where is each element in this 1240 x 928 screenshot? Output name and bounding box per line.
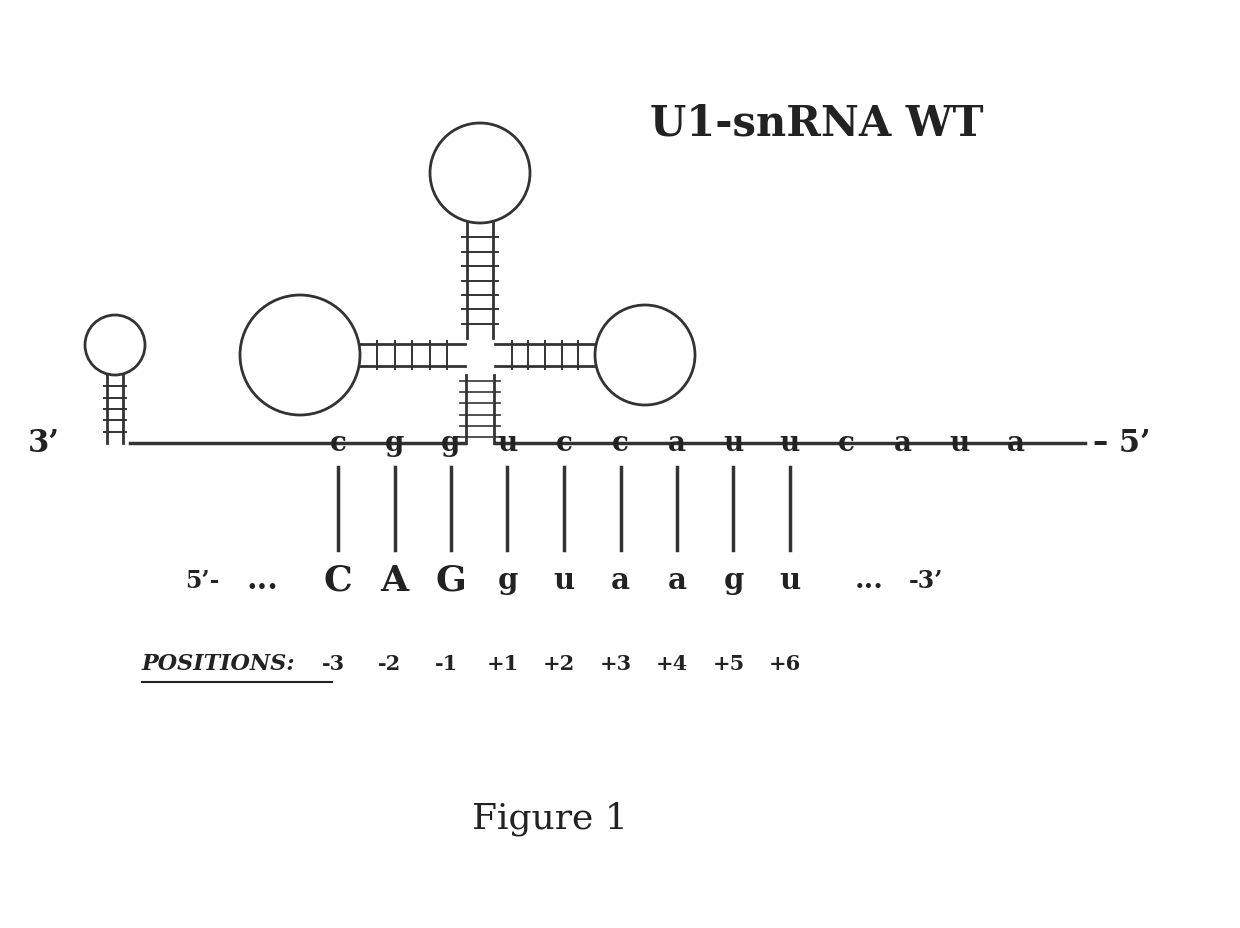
Text: POSITIONS:: POSITIONS: — [143, 652, 295, 675]
Text: C: C — [324, 563, 352, 598]
Text: -3’: -3’ — [909, 568, 942, 592]
Text: +4: +4 — [656, 653, 688, 674]
Text: a: a — [668, 430, 686, 457]
Text: g: g — [723, 566, 744, 595]
Text: G: G — [435, 563, 466, 598]
Text: Figure 1: Figure 1 — [472, 801, 627, 835]
Text: A: A — [381, 563, 408, 598]
Text: +3: +3 — [599, 653, 631, 674]
Text: -2: -2 — [378, 653, 401, 674]
Text: g: g — [441, 430, 461, 457]
Text: U1-snRNA WT: U1-snRNA WT — [650, 103, 983, 145]
Text: u: u — [780, 430, 800, 457]
Text: a: a — [667, 566, 687, 595]
Text: +6: +6 — [769, 653, 801, 674]
Text: u: u — [553, 566, 574, 595]
Text: u: u — [950, 430, 970, 457]
Text: c: c — [330, 430, 346, 457]
Text: a: a — [894, 430, 911, 457]
Text: – 5’: – 5’ — [1092, 428, 1151, 459]
Text: c: c — [613, 430, 629, 457]
Text: -3: -3 — [321, 653, 345, 674]
Text: ...: ... — [854, 567, 883, 594]
Text: ...: ... — [246, 565, 278, 596]
Text: +1: +1 — [486, 653, 518, 674]
Text: a: a — [611, 566, 630, 595]
Text: c: c — [556, 430, 573, 457]
Text: u: u — [497, 430, 517, 457]
Text: +5: +5 — [712, 653, 745, 674]
Text: u: u — [723, 430, 744, 457]
Text: +2: +2 — [543, 653, 575, 674]
Text: a: a — [1007, 430, 1025, 457]
Text: -1: -1 — [434, 653, 458, 674]
Text: 5’-: 5’- — [185, 568, 219, 592]
Text: u: u — [780, 566, 801, 595]
Text: c: c — [838, 430, 854, 457]
Text: g: g — [384, 430, 404, 457]
Text: 3’: 3’ — [29, 428, 60, 459]
Text: g: g — [497, 566, 517, 595]
